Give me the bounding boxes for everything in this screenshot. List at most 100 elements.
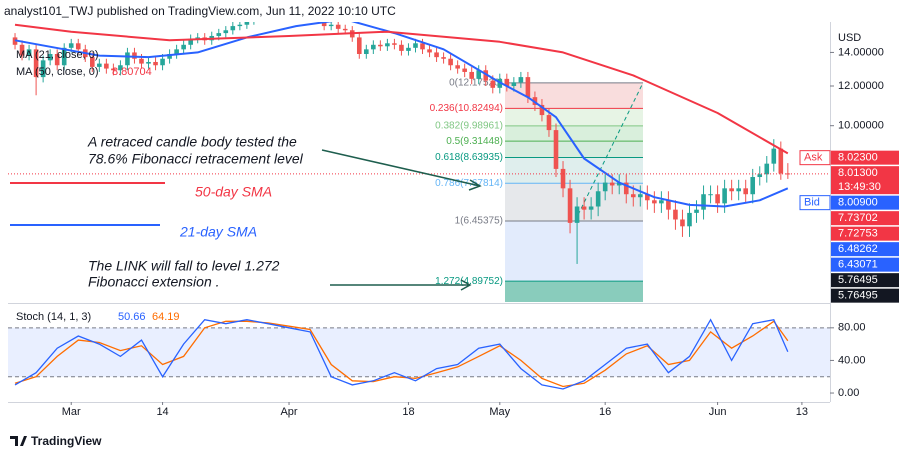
moving-average (14, 23, 789, 155)
candle-body (518, 77, 524, 83)
candle-body (335, 24, 341, 29)
price-tag-label: 8.00900 (838, 197, 878, 209)
candle-body (153, 61, 158, 66)
price-tag-label: 7.72753 (838, 228, 878, 240)
candle-body (673, 209, 678, 220)
candle-body (504, 78, 510, 86)
candle-body (771, 148, 777, 164)
candle-body (188, 38, 193, 45)
candle-body (687, 212, 692, 227)
candle-body (378, 44, 383, 47)
candle-body (764, 163, 770, 175)
fib-band (505, 157, 643, 184)
y-tick-label: 14.00000 (838, 46, 884, 58)
stoch-legend-value: 50.66 (118, 311, 146, 323)
price-tag-label: 5.76495 (838, 290, 878, 302)
ma50-legend: MA (50, close, 0) (16, 66, 99, 78)
price-tag (831, 288, 899, 303)
x-tick-label: 14 (156, 406, 168, 418)
stoch-legend: Stoch (14, 1, 3) (16, 311, 91, 323)
candle-body (111, 68, 116, 71)
price-tag-name-box (799, 195, 831, 211)
candle-body (230, 26, 236, 31)
price-tag (831, 226, 899, 241)
candle-body (356, 37, 362, 54)
candle-body (645, 194, 650, 201)
price-tag (831, 166, 899, 195)
candle-body (574, 206, 580, 223)
fib-label: 1.272(4.89752) (435, 276, 503, 287)
candle-body (97, 63, 102, 67)
candle-body (750, 177, 756, 195)
stoch-y-tick-label: 40.00 (838, 354, 866, 366)
candle-body (392, 43, 397, 45)
candle-body (455, 65, 460, 69)
candle-body (139, 58, 144, 64)
candle-body (616, 182, 622, 186)
candle-body (399, 44, 404, 51)
price-tag-label: 8.02300 (838, 152, 878, 164)
candle-body (195, 37, 200, 39)
candle-body (181, 44, 186, 50)
candle-body (567, 188, 573, 223)
stoch-band (8, 327, 830, 377)
x-tick-label: 18 (402, 406, 414, 418)
candle-body (701, 194, 706, 210)
candle-body (652, 200, 657, 204)
fib-band (505, 141, 643, 158)
candle-body (609, 182, 615, 186)
logo: TradingView (10, 434, 102, 448)
price-tag-label: 7.73702 (838, 212, 878, 224)
fib-band (505, 221, 643, 282)
stoch-y-tick-label: 0.00 (838, 387, 859, 399)
moving-average (14, 22, 789, 208)
candle-body (75, 43, 81, 50)
annotation-line: 78.6% Fibonacci retracement level (88, 151, 304, 167)
logo-icon (10, 436, 27, 446)
price-tag-name: Bid (804, 197, 820, 209)
annotation-arrow (330, 279, 472, 291)
stoch-pane (8, 318, 830, 390)
annotation-line: The LINK will fall to level 1.272 (88, 258, 280, 274)
y-tick-label: 12.00000 (838, 80, 884, 92)
price-tag-label: 8.01300 (838, 167, 878, 179)
stoch-y-tick-label: 80.00 (838, 322, 866, 334)
stoch-legend-value: 64.19 (152, 311, 180, 323)
x-tick-label: May (489, 406, 510, 418)
candle-body (167, 53, 172, 59)
candle-body (321, 22, 327, 27)
candle-body (743, 188, 748, 195)
fib-band (505, 125, 643, 142)
candle-body (462, 68, 467, 72)
candle-body (694, 209, 699, 213)
fib-label: 0.236(10.82494) (430, 103, 503, 114)
candle-body (104, 63, 109, 69)
candle-body (244, 22, 250, 25)
candle-body (237, 24, 243, 27)
candle-body (47, 53, 53, 61)
candle-body (595, 191, 601, 207)
candle-body (413, 43, 418, 48)
header: analyst101_TWJ published on TradingView.… (4, 4, 396, 18)
candle-body (476, 70, 482, 79)
candle-body (427, 49, 432, 53)
price-tag-name-box (799, 150, 831, 166)
candle-body (511, 82, 517, 86)
candle-body (729, 188, 734, 192)
candle-body (546, 115, 552, 131)
candle-body (490, 80, 496, 88)
fib-label: 1(6.45375) (455, 216, 503, 227)
candle-body (385, 43, 390, 47)
candle-body (125, 52, 130, 66)
fib-band (505, 281, 643, 302)
x-tick-label: Apr (280, 406, 297, 418)
candle-body (328, 24, 334, 27)
price-tag-name: Ask (804, 152, 823, 164)
candle-body (19, 44, 25, 56)
candle-body (216, 33, 222, 36)
candle-body (638, 194, 643, 198)
fib-band (505, 183, 643, 222)
candle-body (560, 168, 566, 189)
annotation-arrow (321, 149, 481, 187)
annotation-line: Fibonacci extension . (88, 274, 220, 290)
